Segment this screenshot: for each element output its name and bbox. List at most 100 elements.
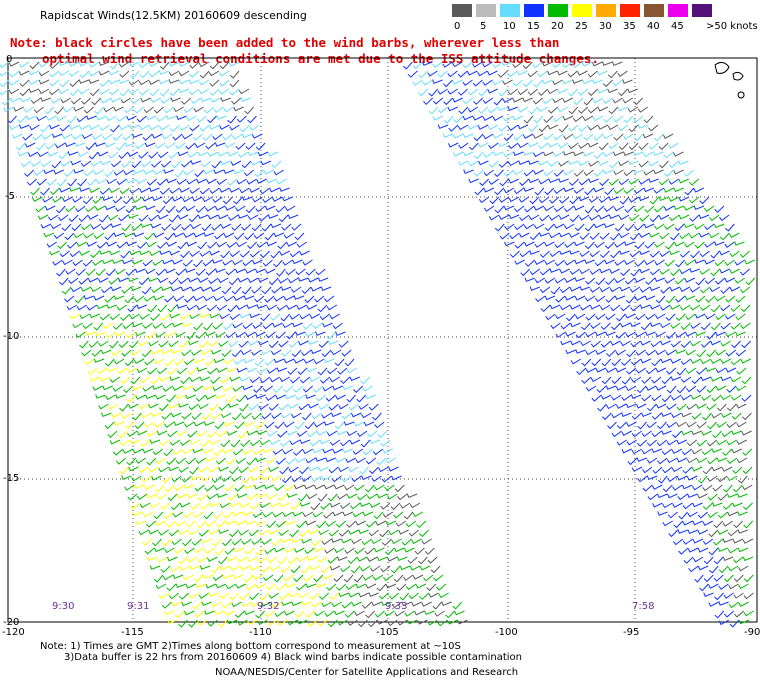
wind-barb bbox=[223, 169, 234, 175]
wind-barb bbox=[363, 421, 375, 427]
wind-barb bbox=[547, 70, 558, 76]
wind-barb bbox=[533, 151, 544, 158]
wind-barb bbox=[613, 115, 624, 123]
wind-barb bbox=[93, 169, 104, 176]
wind-barb bbox=[268, 403, 279, 411]
wind-barb bbox=[591, 358, 602, 367]
wind-barb bbox=[633, 97, 644, 106]
wind-barb bbox=[585, 385, 597, 392]
wind-barb bbox=[153, 232, 165, 238]
wind-barb bbox=[258, 466, 269, 474]
wind-barb bbox=[119, 124, 130, 131]
wind-barb bbox=[346, 394, 356, 403]
wind-barb bbox=[487, 88, 498, 94]
wind-barb bbox=[211, 223, 222, 231]
wind-barb bbox=[479, 178, 490, 187]
wind-barb bbox=[158, 79, 170, 85]
wind-barb bbox=[532, 61, 543, 69]
wind-barb bbox=[317, 367, 328, 376]
wind-barb bbox=[126, 115, 137, 121]
wind-barb bbox=[353, 385, 364, 394]
wind-barb bbox=[660, 340, 671, 346]
wind-barb bbox=[135, 457, 146, 464]
wind-barb bbox=[711, 448, 722, 453]
wind-barb bbox=[279, 187, 290, 192]
wind-barb bbox=[522, 61, 533, 70]
wind-barb bbox=[290, 565, 301, 574]
wind-barb bbox=[177, 367, 188, 375]
wind-barb bbox=[134, 205, 146, 211]
wind-barb bbox=[604, 187, 615, 196]
wind-barb bbox=[178, 619, 188, 628]
wind-barb bbox=[304, 295, 315, 304]
wind-barb bbox=[665, 331, 676, 340]
pass-time-label: 9:32 bbox=[257, 601, 280, 612]
wind-barb bbox=[224, 205, 236, 211]
wind-barb bbox=[294, 610, 305, 618]
wind-barb bbox=[578, 106, 589, 114]
wind-barb bbox=[28, 88, 40, 94]
wind-barb bbox=[593, 223, 605, 229]
legend-label: 5 bbox=[480, 21, 487, 32]
wind-barb bbox=[610, 232, 620, 241]
wind-barb bbox=[624, 313, 636, 319]
wind-barb bbox=[122, 133, 133, 141]
wind-barb bbox=[42, 196, 53, 203]
wind-barb bbox=[168, 529, 179, 537]
wind-barb bbox=[183, 232, 195, 238]
wind-barb bbox=[653, 151, 664, 157]
wind-barb bbox=[63, 106, 74, 113]
wind-barb bbox=[554, 259, 565, 267]
wind-barb bbox=[177, 214, 189, 220]
wind-barb bbox=[210, 286, 222, 292]
wind-barb bbox=[676, 475, 688, 481]
wind-barb bbox=[728, 601, 740, 609]
wind-barb bbox=[121, 223, 132, 232]
wind-barb bbox=[650, 340, 661, 348]
wind-barb bbox=[368, 592, 379, 597]
wind-barb bbox=[56, 115, 67, 122]
wind-barb bbox=[634, 295, 646, 301]
wind-barb bbox=[141, 349, 152, 358]
wind-barb bbox=[1, 97, 12, 106]
wind-barb bbox=[97, 151, 109, 157]
wind-barb bbox=[645, 385, 657, 391]
wind-barb bbox=[156, 178, 167, 186]
wind-barb bbox=[199, 187, 210, 195]
wind-barb bbox=[442, 133, 454, 138]
wind-barb bbox=[241, 601, 252, 608]
wind-barb bbox=[106, 304, 117, 309]
wind-barb bbox=[168, 151, 179, 159]
wind-barb bbox=[119, 70, 130, 78]
wind-barb bbox=[302, 322, 313, 330]
wind-barb bbox=[33, 169, 44, 176]
wind-barb bbox=[231, 223, 242, 232]
wind-barb bbox=[136, 430, 148, 436]
wind-barb bbox=[217, 556, 228, 565]
wind-barb bbox=[538, 124, 549, 133]
wind-barb bbox=[359, 565, 371, 572]
wind-barb bbox=[274, 421, 285, 430]
wind-barb bbox=[168, 79, 180, 84]
wind-barb bbox=[288, 277, 299, 284]
wind-barb bbox=[367, 430, 378, 438]
wind-barb bbox=[102, 133, 113, 141]
wind-barb bbox=[156, 430, 168, 436]
wind-barb bbox=[345, 583, 357, 590]
wind-barb bbox=[262, 385, 273, 393]
wind-barb bbox=[594, 259, 605, 267]
wind-barb bbox=[360, 376, 371, 385]
wind-barb bbox=[217, 214, 229, 220]
wind-barb bbox=[344, 610, 355, 618]
wind-barb bbox=[252, 322, 263, 329]
wind-barb bbox=[289, 313, 300, 320]
wind-barb bbox=[305, 583, 317, 588]
wind-barb bbox=[166, 115, 177, 120]
wind-barb bbox=[276, 268, 286, 277]
wind-barb bbox=[684, 277, 696, 283]
wind-barb bbox=[553, 151, 564, 157]
wind-barb bbox=[730, 322, 741, 330]
wind-barb bbox=[317, 277, 329, 282]
wind-barb bbox=[263, 484, 275, 490]
